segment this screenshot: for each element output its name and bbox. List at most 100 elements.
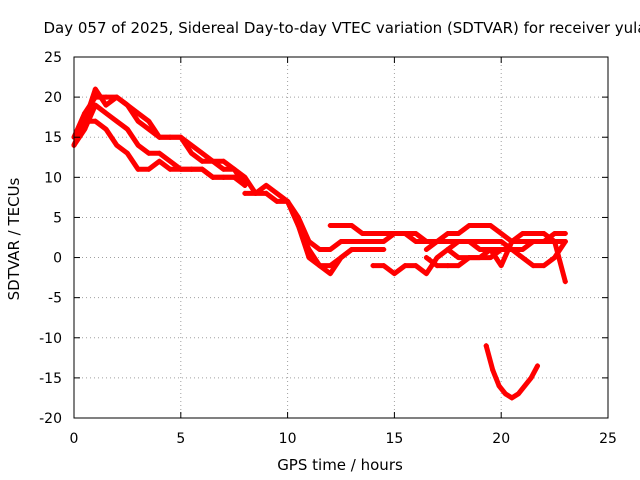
data-point (434, 239, 440, 245)
data-point (445, 247, 451, 253)
data-point (434, 255, 440, 261)
data-point (274, 198, 280, 204)
data-point (135, 118, 141, 124)
series-track-9 (370, 239, 568, 277)
x-tick-label: 10 (279, 431, 297, 447)
data-point (455, 255, 461, 261)
series-track-3 (71, 118, 237, 180)
data-point (552, 255, 558, 261)
data-point (114, 142, 120, 148)
data-point (306, 255, 312, 261)
data-point (381, 263, 387, 269)
data-point (370, 263, 376, 269)
data-point (338, 255, 344, 261)
data-point (263, 182, 269, 188)
x-axis-label: GPS time / hours (277, 456, 403, 474)
data-point (509, 239, 515, 245)
y-tick-label: -10 (39, 331, 62, 347)
data-point (423, 255, 429, 261)
data-point (423, 271, 429, 277)
series-track-12 (445, 230, 568, 285)
x-tick-label: 0 (70, 431, 79, 447)
y-tick-label: -20 (39, 411, 62, 427)
data-point (466, 255, 472, 261)
data-point (349, 222, 355, 228)
data-point (391, 230, 397, 236)
tick-marks (73, 56, 609, 419)
data-point (359, 247, 365, 253)
data-point (477, 255, 483, 261)
series-line (71, 118, 237, 180)
data-point (488, 239, 494, 245)
data-point (327, 222, 333, 228)
data-point (274, 190, 280, 196)
series-track-7 (285, 198, 387, 277)
data-point (188, 142, 194, 148)
data-point (263, 190, 269, 196)
data-point (188, 150, 194, 156)
data-point (349, 247, 355, 253)
data-point (477, 239, 483, 245)
data-point (562, 230, 568, 236)
data-point (124, 102, 130, 108)
series-line (285, 198, 387, 277)
data-point (488, 255, 494, 261)
data-point (210, 158, 216, 164)
data-point (178, 166, 184, 172)
data-point (306, 247, 312, 253)
data-point (496, 383, 502, 389)
data-point (402, 263, 408, 269)
y-tick-label: -5 (48, 291, 62, 307)
data-point (370, 230, 376, 236)
data-point (488, 247, 494, 253)
data-point (210, 174, 216, 180)
data-point (552, 239, 558, 245)
data-point (327, 263, 333, 269)
data-point (541, 230, 547, 236)
data-point (114, 118, 120, 124)
data-point (124, 150, 130, 156)
data-point (552, 230, 558, 236)
data-point (242, 182, 248, 188)
plot-frame (73, 56, 609, 419)
data-point (92, 118, 98, 124)
x-tick-label: 5 (176, 431, 185, 447)
series-track-13 (483, 343, 541, 401)
x-tick-label: 20 (492, 431, 510, 447)
data-point (92, 102, 98, 108)
series-track-4 (71, 94, 269, 196)
data-point (114, 94, 120, 100)
data-point (520, 247, 526, 253)
data-point (541, 239, 547, 245)
data-point (562, 239, 568, 245)
data-point (199, 166, 205, 172)
data-point (92, 86, 98, 92)
data-point (135, 166, 141, 172)
y-tick-label: 5 (53, 210, 62, 226)
data-point (242, 190, 248, 196)
data-point (391, 271, 397, 277)
data-point (381, 247, 387, 253)
data-point (498, 230, 504, 236)
data-point (338, 239, 344, 245)
data-point (156, 150, 162, 156)
data-point (370, 247, 376, 253)
data-point (103, 102, 109, 108)
data-point (535, 363, 541, 369)
data-point (541, 263, 547, 269)
data-point (498, 263, 504, 269)
data-point (327, 271, 333, 277)
data-point (146, 118, 152, 124)
y-tick-label: 20 (44, 90, 62, 106)
data-point (528, 375, 534, 381)
x-tick-label: 15 (385, 431, 403, 447)
data-point (167, 134, 173, 140)
tick-labels: 0 5 10 15 20 25 -20 -15 -10 -5 0 5 10 15 20 25 (39, 50, 617, 447)
y-axis-label: SDTVAR / TECUs (5, 177, 23, 300)
data-point (156, 134, 162, 140)
chart-title: Day 057 of 2025, Sidereal Day-to-day VTE… (43, 19, 640, 37)
data-point (483, 343, 489, 349)
data-point (477, 222, 483, 228)
data-point (455, 230, 461, 236)
data-point (530, 239, 536, 245)
